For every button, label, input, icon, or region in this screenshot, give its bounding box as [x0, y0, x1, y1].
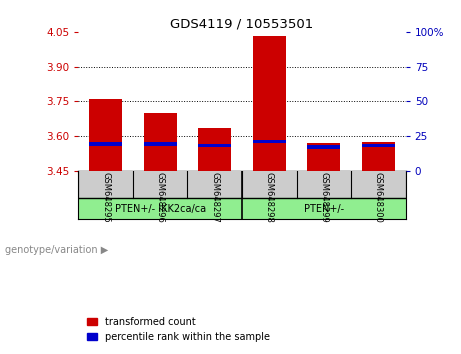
Text: GSM648295: GSM648295 [101, 172, 110, 223]
Bar [253, 36, 286, 171]
Bar [253, 139, 286, 143]
Text: GSM648300: GSM648300 [374, 172, 383, 223]
Legend: transformed count, percentile rank within the sample: transformed count, percentile rank withi… [83, 313, 273, 346]
Bar [198, 128, 231, 171]
Text: GSM648297: GSM648297 [210, 172, 219, 223]
Bar [198, 144, 231, 147]
Bar [89, 142, 122, 146]
Bar [307, 145, 340, 149]
Text: PTEN+/-: PTEN+/- [304, 204, 344, 214]
Title: GDS4119 / 10553501: GDS4119 / 10553501 [171, 18, 313, 31]
Bar [362, 144, 395, 147]
Text: GSM648296: GSM648296 [156, 172, 165, 223]
Text: GSM648298: GSM648298 [265, 172, 274, 223]
Bar [144, 113, 177, 171]
Text: genotype/variation ▶: genotype/variation ▶ [5, 245, 108, 255]
Bar [307, 143, 340, 171]
Bar [144, 142, 177, 146]
Bar [89, 99, 122, 171]
Text: GSM648299: GSM648299 [319, 172, 328, 223]
Text: PTEN+/- IKK2ca/ca: PTEN+/- IKK2ca/ca [115, 204, 206, 214]
Bar [362, 142, 395, 171]
